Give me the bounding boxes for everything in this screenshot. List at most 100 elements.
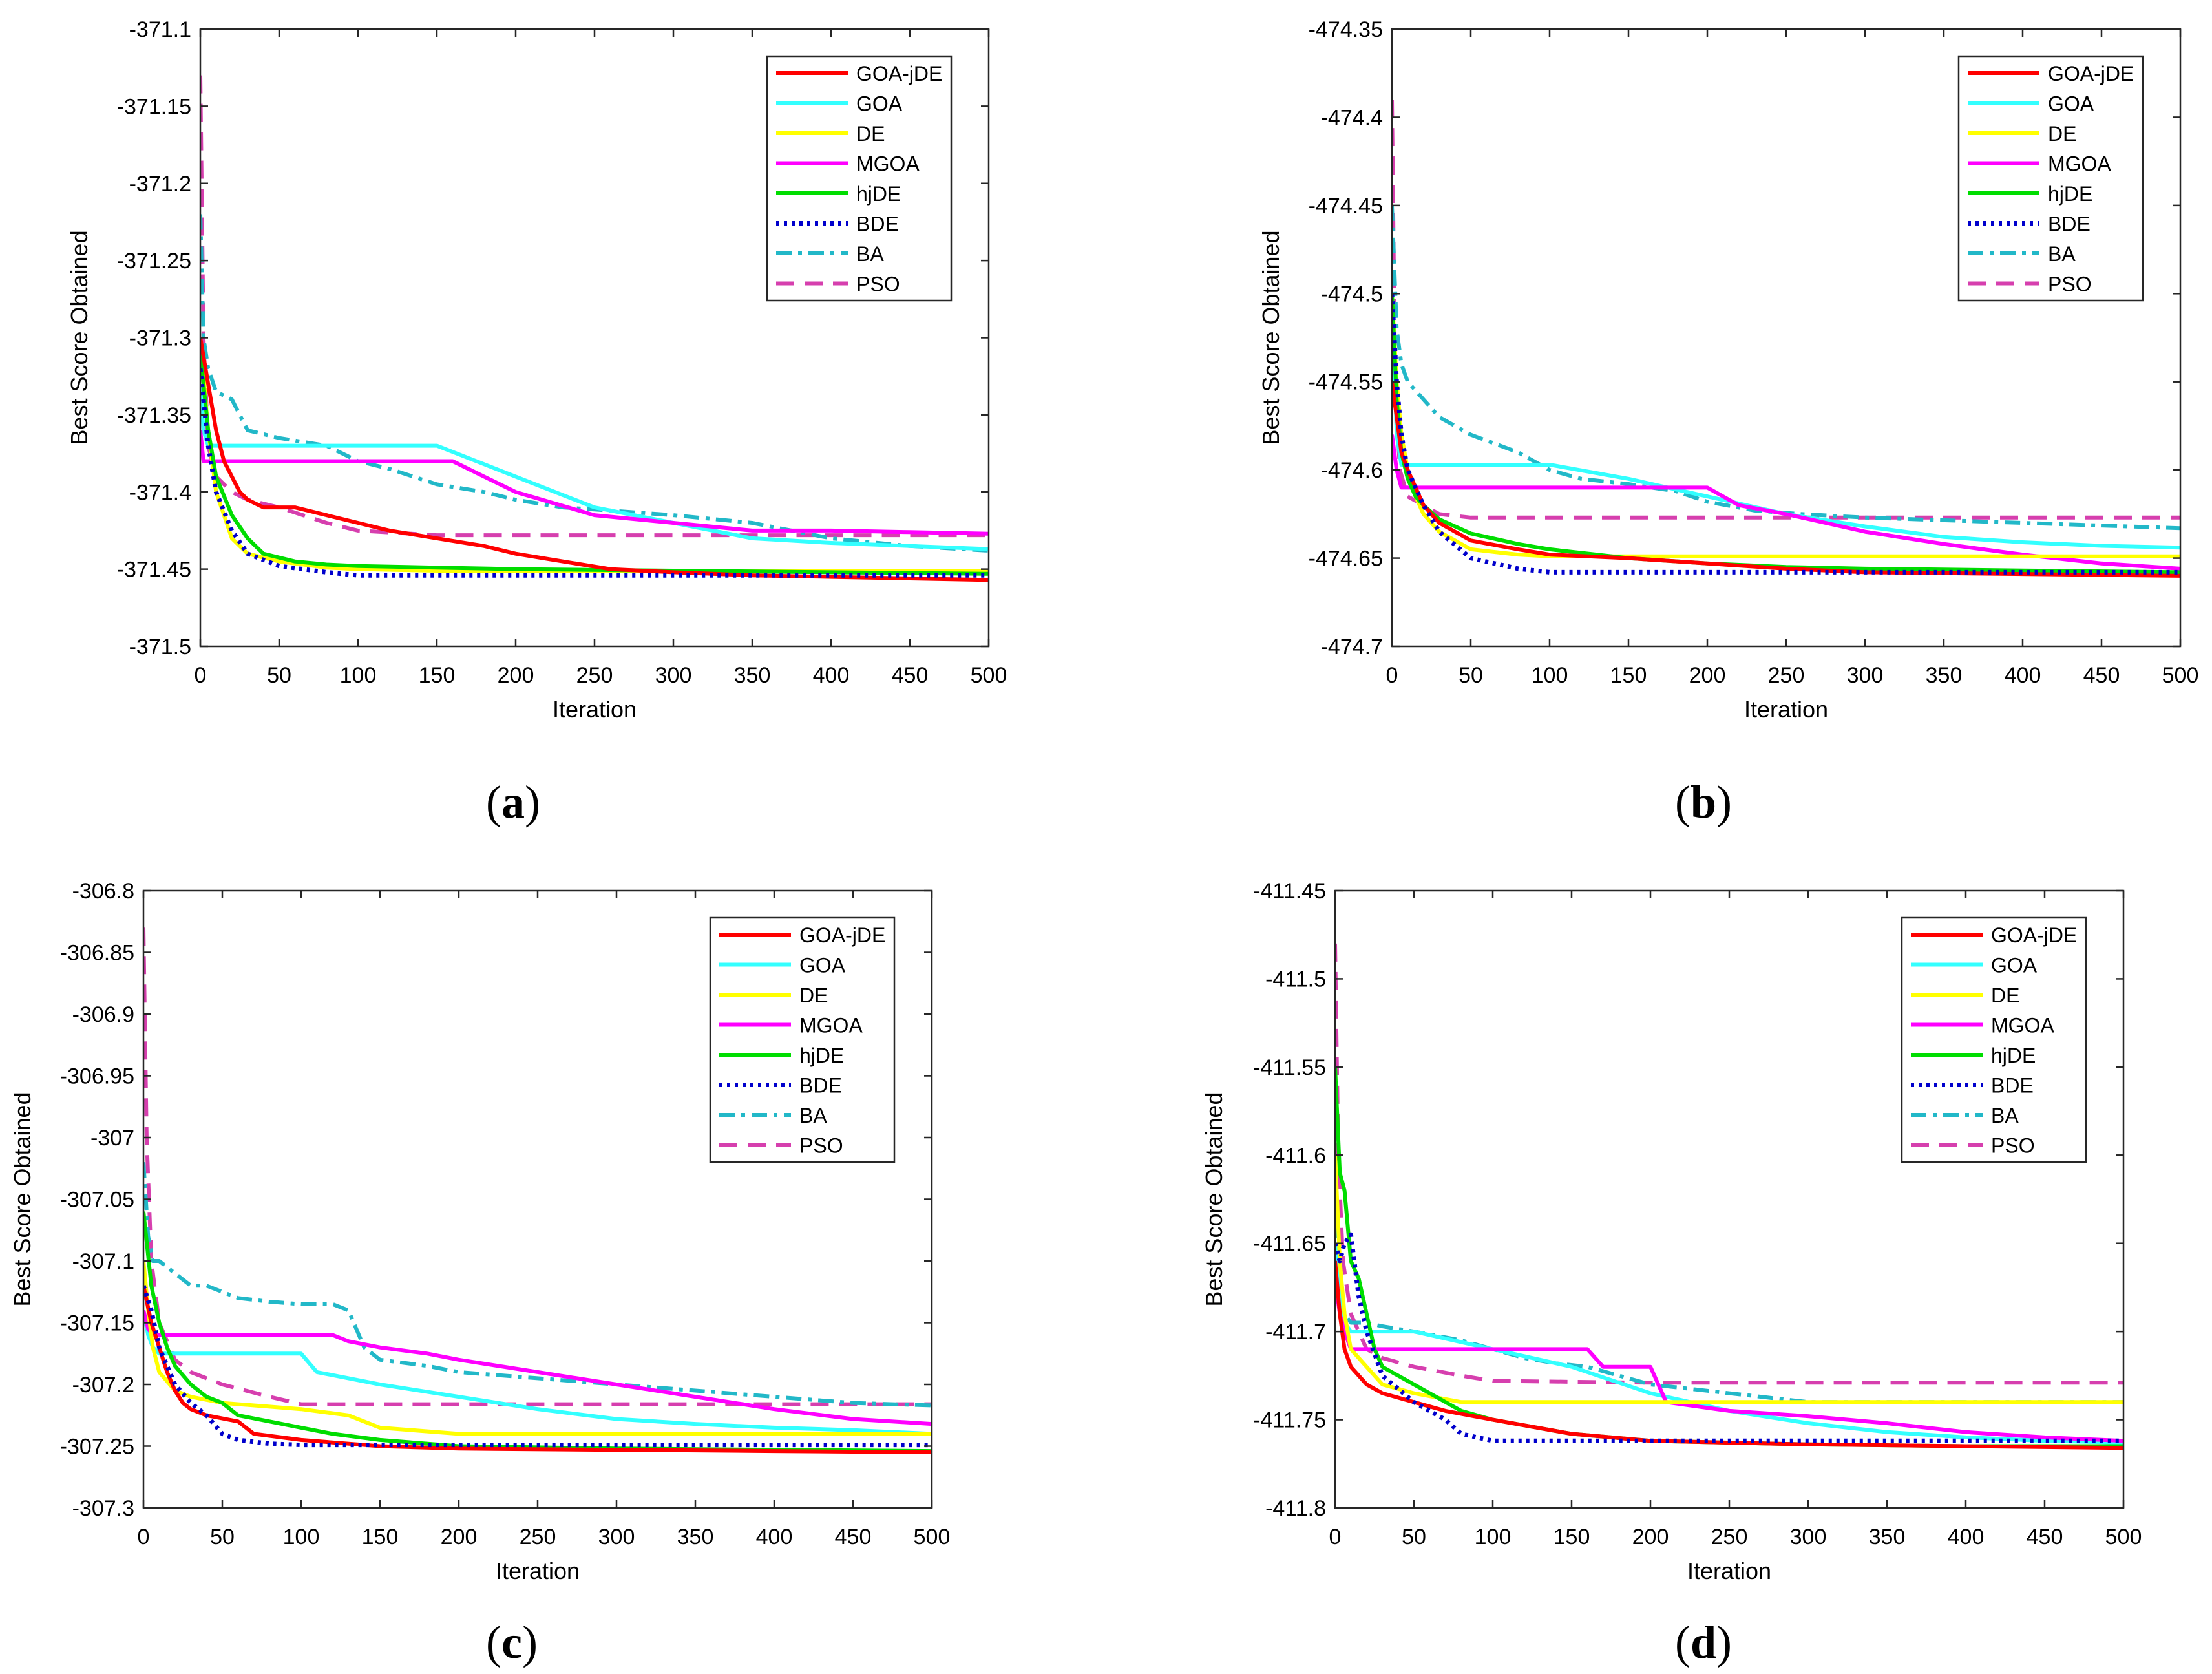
x-tick-label: 250 [1768,663,1805,688]
series-line-ba [143,1162,932,1408]
series-line-mgoa [200,430,989,536]
legend-box [766,55,953,302]
x-tick-label: 300 [655,663,692,688]
legend-label-goa: GOA [799,954,846,977]
y-tick-label: -474.6 [1321,458,1383,483]
legend-label-ba: BA [856,242,884,266]
x-tick-label: 200 [441,1525,478,1549]
legend-box [709,916,896,1163]
y-tick-label: -411.5 [1265,967,1326,991]
y-tick-label: -371.25 [117,249,191,273]
x-tick-label: 400 [1948,1525,1985,1549]
x-tick-label: 450 [835,1525,872,1549]
y-axis-label: Best Score Obtained [1258,230,1284,445]
series-line-bde [1335,1232,2123,1443]
legend: GOA-jDE GOA DE MGOA hjDE BDE BA PSO [1957,55,2144,302]
legend-label-mgoa: MGOA [856,153,920,176]
x-axis-label: Iteration [1687,1558,1771,1584]
y-tick-label: -371.35 [117,403,191,428]
legend-label-bde: BDE [1991,1074,2034,1097]
legend-label-mgoa: MGOA [1991,1014,2054,1037]
y-tick-label: -474.35 [1309,17,1383,42]
x-tick-label: 0 [1329,1525,1342,1549]
x-tick-label: 250 [576,663,613,688]
legend-label-pso: PSO [2048,273,2092,296]
y-tick-label: -371.1 [129,17,191,42]
x-tick-label: 500 [2105,1525,2142,1549]
series-line-de [143,1260,932,1436]
series-line-goa-jde [143,1285,932,1454]
y-tick-label: -411.45 [1253,879,1326,904]
x-tick-label: 300 [598,1525,635,1549]
legend-label-bde: BDE [799,1074,842,1097]
x-tick-label: 450 [2027,1525,2063,1549]
legend-label-de: DE [856,122,885,145]
chart-panel-d: 0 50 100 150 200 250 300 350 400 450 500 -411.45 -41… [1201,879,2142,1584]
legend-label-de: DE [1991,984,2019,1007]
y-tick-label: -371.3 [129,326,191,351]
y-tick-label: -307.15 [60,1311,134,1336]
y-tick-label: -474.55 [1309,370,1383,395]
x-tick-label: 0 [138,1525,150,1549]
x-tick-label: 350 [1869,1525,1906,1549]
panel-label-d: d [1690,1616,1717,1668]
x-tick-label: 100 [283,1525,320,1549]
x-axis-label: Iteration [1744,696,1828,723]
series-line-bde [143,1285,932,1448]
y-tick-label: -474.65 [1309,547,1383,571]
y-tick-label: -371.4 [129,480,191,505]
y-tick-label: -474.5 [1321,282,1383,306]
x-tick-label: 100 [1475,1525,1512,1549]
x-tick-label: 100 [340,663,377,688]
chart-panel-a: 0 50 100 150 200 250 300 350 400 450 500 -371.1 -371… [66,17,1007,723]
y-tick-label: -474.7 [1321,635,1383,659]
legend-label-goa-jde: GOA-jDE [1991,924,2077,947]
x-tick-label: 500 [2162,663,2199,688]
series-group [200,75,989,582]
x-tick-label: 350 [677,1525,714,1549]
y-tick-label: -371.2 [129,172,191,196]
panel-label-b: b [1690,776,1717,828]
x-tick-label: 150 [1554,1525,1590,1549]
legend-label-goa: GOA [2048,92,2094,116]
x-tick-label: 300 [1847,663,1884,688]
panel-label-a: a [501,776,525,828]
legend-label-goa-jde: GOA-jDE [856,62,942,85]
legend-label-hjde: hjDE [856,182,901,206]
x-tick-label: 150 [1610,663,1647,688]
y-tick-label: -474.45 [1309,194,1383,218]
legend-label-ba: BA [2048,242,2076,266]
x-tick-label: 150 [419,663,456,688]
series-group [1392,100,2180,578]
y-tick-label: -411.65 [1253,1232,1326,1256]
x-tick-label: 300 [1790,1525,1827,1549]
y-tick-label: -371.45 [117,558,191,582]
x-tick-label: 450 [2083,663,2120,688]
series-group [1335,943,2123,1450]
y-tick-label: -306.8 [72,879,134,904]
legend-label-hjde: hjDE [1991,1044,2036,1067]
legend: GOA-jDE GOA DE MGOA hjDE BDE BA PSO [766,55,953,302]
y-tick-label: -306.9 [72,1002,134,1027]
x-tick-label: 50 [267,663,291,688]
legend-label-goa: GOA [856,92,903,116]
legend-label-hjde: hjDE [2048,182,2092,206]
legend-box [1901,916,2087,1163]
x-axis-label: Iteration [553,696,637,723]
x-axis-label: Iteration [496,1558,580,1584]
legend-label-bde: BDE [856,213,899,236]
y-tick-label: -306.85 [60,941,134,966]
legend-label-ba: BA [1991,1104,2019,1127]
x-tick-label: 150 [362,1525,399,1549]
panel-caption-d: (d) [1675,1616,1733,1668]
x-tick-label: 250 [520,1525,556,1549]
y-tick-label: -411.7 [1265,1320,1326,1344]
x-tick-label: 400 [2005,663,2041,688]
y-tick-label: -307.2 [72,1373,134,1397]
x-tick-label: 50 [1402,1525,1426,1549]
y-tick-label: -474.4 [1321,105,1383,130]
legend-label-goa: GOA [1991,954,2038,977]
y-tick-label: -307.05 [60,1188,134,1213]
series-line-ba [1335,1190,2123,1404]
